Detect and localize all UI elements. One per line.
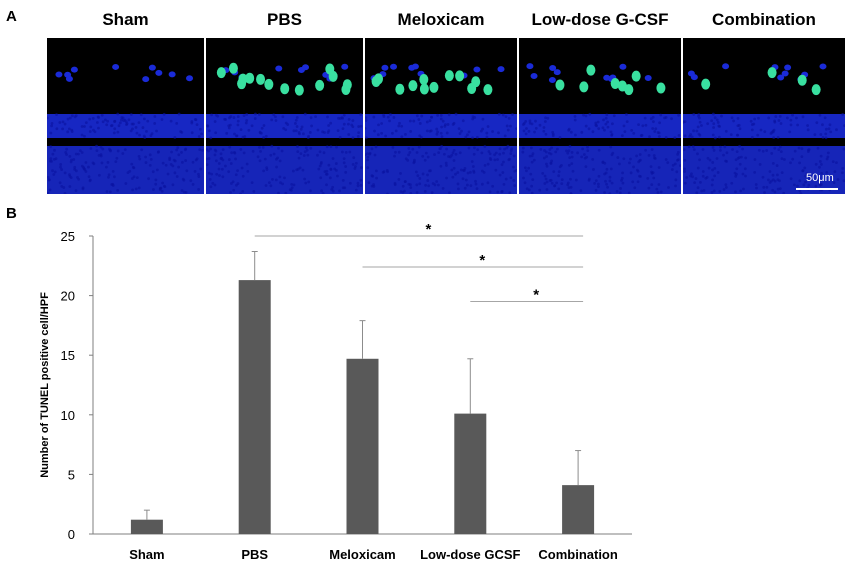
micro-title-meloxicam: Meloxicam xyxy=(397,10,485,29)
significance-star-0: * xyxy=(425,221,431,238)
x-tick-label: Combination xyxy=(538,547,617,562)
significance-star-1: * xyxy=(479,252,485,269)
bar-chart: 0 5 10 15 20 25 Number of TUNEL positive cell/… xyxy=(39,221,632,562)
micro-title-low-dose-gcsf: Low-dose G-CSF xyxy=(531,10,669,29)
scale-bar xyxy=(796,188,838,190)
scale-bar-label: 50μm xyxy=(806,172,834,184)
x-tick-label: Low-dose GCSF xyxy=(420,547,520,562)
y-tick-label: 25 xyxy=(61,229,75,244)
micro-title-combination: Combination xyxy=(712,10,816,29)
y-tick-label: 5 xyxy=(68,467,75,482)
bar-4 xyxy=(562,485,595,534)
micro-image-sham xyxy=(47,38,204,194)
y-tick-label: 20 xyxy=(61,289,75,304)
panel-b-label: B xyxy=(6,205,17,222)
y-tick-label: 10 xyxy=(61,408,75,423)
micro-image-low-dose-gcsf xyxy=(519,38,681,194)
bar-3 xyxy=(454,413,487,534)
micro-title-pbs: PBS xyxy=(267,10,302,29)
micro-title-sham: Sham xyxy=(102,10,149,29)
micro-image-pbs xyxy=(206,38,363,194)
y-axis-label: Number of TUNEL positive cell/HPF xyxy=(39,292,51,478)
panel-a-label: A xyxy=(6,8,17,25)
x-tick-label: PBS xyxy=(241,547,268,562)
y-tick-label: 0 xyxy=(68,527,75,542)
bar-0 xyxy=(130,519,163,534)
bar-1 xyxy=(238,280,271,534)
bar-2 xyxy=(346,358,379,534)
micro-image-combination xyxy=(683,38,845,194)
significance-star-2: * xyxy=(533,287,539,304)
y-tick-label: 15 xyxy=(61,348,75,363)
x-tick-label: Meloxicam xyxy=(329,547,395,562)
micro-image-meloxicam xyxy=(365,38,517,194)
x-tick-label: Sham xyxy=(129,547,164,562)
